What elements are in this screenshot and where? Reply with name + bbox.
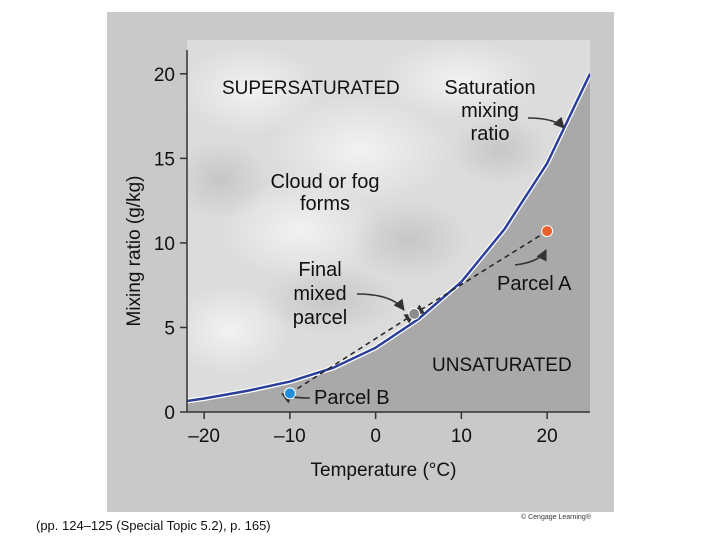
x-tick-label: –10 (274, 426, 306, 447)
final-pointer-arrow (356, 293, 405, 311)
plot-area (187, 40, 590, 412)
parcel-a-label: Parcel A (497, 273, 572, 295)
parcels (283, 225, 554, 400)
parcel-b-mixing-path (289, 313, 416, 395)
x-tick-label: –20 (188, 426, 220, 447)
parcel-b-point (283, 387, 296, 400)
saturation-curve (187, 73, 590, 403)
parcel-b-label: Parcel B (314, 387, 390, 409)
y-tick-label: 15 (154, 149, 175, 170)
y-tick-label: 20 (154, 65, 175, 86)
x-tick-label: 20 (537, 426, 558, 447)
parcel-a-point (541, 225, 554, 238)
y-tick-label: 5 (164, 318, 175, 339)
saturation-pointer-arrow (527, 116, 565, 129)
x-axis-label: Temperature (°C) (311, 460, 457, 481)
publisher-credit: © Cengage Learning® (521, 514, 591, 521)
x-tick-label: 0 (370, 426, 381, 447)
saturation-label-line1: Saturation (444, 77, 535, 99)
final-label-line1: Final (298, 259, 341, 281)
y-tick-label: 0 (164, 403, 175, 424)
y-tick-label: 10 (154, 234, 175, 255)
parcel-a-mixing-path (413, 230, 548, 315)
saturation-label-line2: mixing (461, 100, 519, 122)
final-mixed-parcel-point (408, 307, 421, 320)
figure-caption: (pp. 124–125 (Special Topic 5.2), p. 165… (36, 518, 271, 533)
unsaturated-label: UNSATURATED (432, 355, 572, 376)
parcel-a-pointer-arrow (514, 248, 547, 266)
cloud-texture (187, 40, 550, 375)
supersaturated-label: SUPERSATURATED (222, 78, 400, 99)
mixing-paths (289, 230, 548, 395)
cloud-label-line1: Cloud or fog (271, 171, 380, 193)
final-label-line2: mixed (293, 283, 346, 305)
x-tick-label: 10 (451, 426, 472, 447)
unsaturated-region (187, 73, 590, 412)
cloud-label-line2: forms (300, 193, 350, 215)
axes: 0 5 10 15 20 –20 –10 0 10 20 Temperature (°C) Mixin… (124, 50, 590, 481)
y-axis-label: Mixing ratio (g/kg) (124, 176, 145, 327)
saturation-label-line3: ratio (471, 123, 510, 145)
final-label-line3: parcel (293, 307, 347, 329)
